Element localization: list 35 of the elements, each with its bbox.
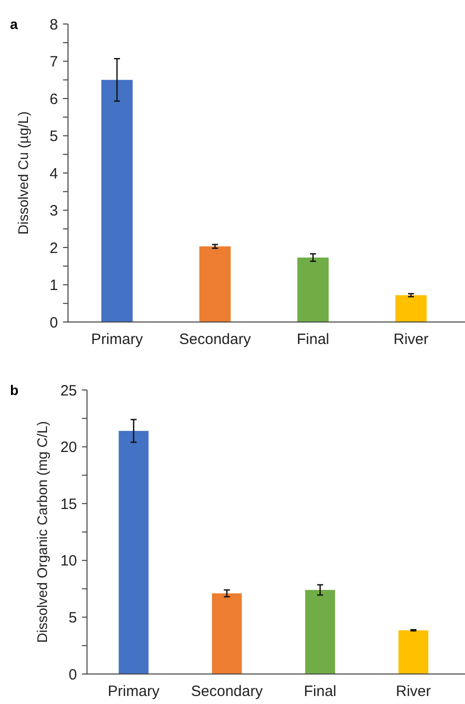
x-tick-label: River <box>396 683 431 700</box>
bar <box>297 258 329 322</box>
bar <box>398 630 428 674</box>
y-axis-title: Dissolved Organic Carbon (mg C/L) <box>34 421 50 643</box>
y-tick-label: 20 <box>60 439 77 456</box>
x-tick-label: River <box>393 331 429 348</box>
y-tick-label: 25 <box>60 382 77 400</box>
y-tick-label: 6 <box>50 90 58 108</box>
y-tick-label: 0 <box>68 666 77 684</box>
y-tick-label: 5 <box>50 128 58 145</box>
bar <box>101 80 133 322</box>
y-tick-label: 4 <box>50 165 58 182</box>
y-tick-label: 10 <box>60 552 77 570</box>
bar <box>118 430 149 674</box>
y-tick-label: 1 <box>50 277 58 294</box>
chart-title: a <box>10 16 18 32</box>
bar <box>199 246 231 322</box>
x-tick-label: Final <box>304 683 336 700</box>
x-tick-label: Primary <box>91 331 144 348</box>
y-axis-title: Dissolved Cu (µg/L) <box>15 111 31 235</box>
y-tick-label: 15 <box>60 496 77 513</box>
y-tick-label: 5 <box>68 609 77 626</box>
y-tick-label: 2 <box>50 240 58 257</box>
bar <box>212 593 242 674</box>
x-tick-label: Primary <box>108 683 160 700</box>
y-tick-label: 7 <box>50 54 58 70</box>
chart-title: b <box>10 382 19 398</box>
y-tick-label: 3 <box>50 202 58 220</box>
x-tick-label: Secondary <box>191 683 264 700</box>
x-tick-label: Secondary <box>179 331 252 348</box>
bar <box>305 590 336 674</box>
bar <box>395 295 427 322</box>
x-tick-label: Final <box>296 331 330 348</box>
y-tick-label: 0 <box>50 314 58 332</box>
y-tick-label: 8 <box>50 16 58 34</box>
